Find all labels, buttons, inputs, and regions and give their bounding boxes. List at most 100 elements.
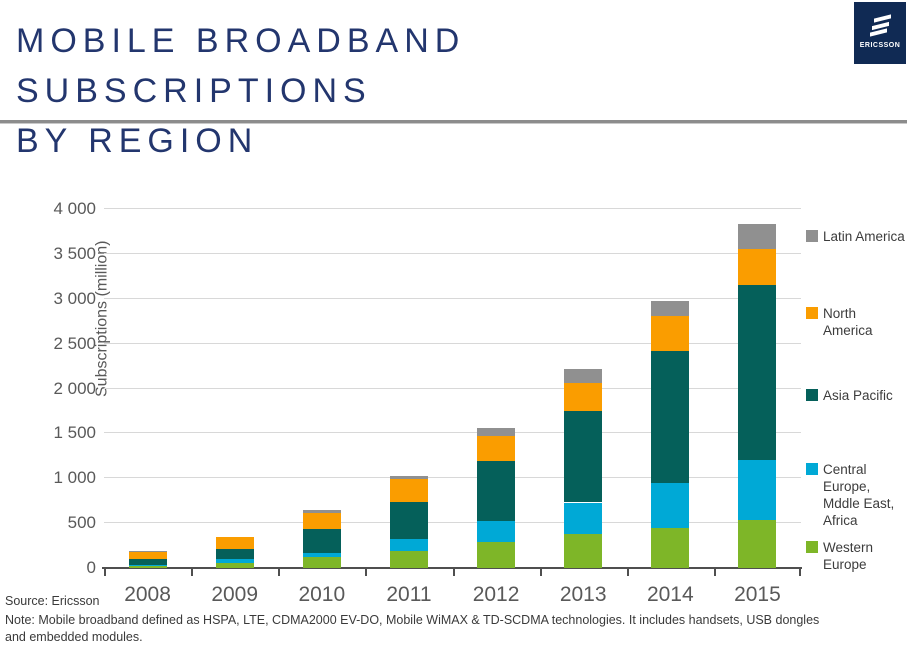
- legend-label: Central Europe, Mddle East, Africa: [823, 462, 895, 528]
- note-text: Note: Mobile broadband defined as HSPA, …: [5, 613, 820, 644]
- legend-swatch: [806, 541, 818, 553]
- bar-segment-2009-western-europe: [215, 563, 254, 568]
- bar-segment-2014-central-europe-mddle-east-africa: [651, 482, 690, 529]
- bar-segment-2010-asia-pacific: [302, 529, 341, 553]
- legend-item-north-america: North America: [806, 305, 905, 339]
- x-tick-label: 2010: [298, 583, 346, 606]
- gridline: [104, 387, 801, 389]
- bar-segment-2011-latin-america: [389, 475, 428, 480]
- bar-segment-2012-latin-america: [477, 428, 516, 437]
- chart-legend: Latin America North America Asia Pacific Ce…: [806, 210, 905, 590]
- x-tick-mark: [278, 568, 281, 576]
- bar-segment-2014-north-america: [651, 315, 690, 351]
- page-title-line1: MOBILE BROADBAND SUBSCRIPTIONS: [16, 22, 466, 110]
- bar-segment-2012-asia-pacific: [477, 461, 516, 522]
- gridline: [104, 208, 801, 209]
- page-title-line2: BY REGION: [16, 122, 259, 160]
- y-tick-label: 3 500: [53, 243, 96, 263]
- bar-segment-2015-latin-america: [738, 224, 777, 250]
- x-tick-label: 2015: [734, 583, 781, 606]
- bar-segment-2014-western-europe: [651, 528, 690, 568]
- bar-segment-2015-central-europe-mddle-east-africa: [738, 459, 777, 521]
- bar-segment-2008-north-america: [128, 550, 167, 559]
- y-tick-label: 500: [67, 513, 96, 533]
- header-divider: [0, 120, 907, 124]
- bar-segment-2008-central-europe-mddle-east-africa: [128, 564, 167, 566]
- x-tick-mark: [539, 568, 542, 576]
- bar-segment-2013-north-america: [564, 382, 603, 411]
- y-tick-label: 0: [86, 558, 96, 577]
- legend-item-western-europe: Western Europe: [806, 539, 905, 573]
- y-tick-label: 1 500: [53, 423, 96, 443]
- bar-segment-2010-western-europe: [302, 557, 341, 568]
- bar-segment-2013-western-europe: [564, 533, 603, 568]
- bar-segment-2014-latin-america: [651, 301, 690, 316]
- x-tick-mark: [365, 568, 368, 576]
- legend-label: Western Europe: [823, 540, 874, 572]
- y-tick-label: 1 000: [53, 468, 96, 488]
- bar-segment-2011-central-europe-mddle-east-africa: [389, 539, 428, 551]
- x-tick-label: 2008: [124, 583, 171, 606]
- bar-segment-2009-asia-pacific: [215, 548, 254, 559]
- y-axis-tick-labels: 0 500 1 000 1 500 2 000 2 500 3 000 3 500 4 000: [0, 199, 96, 577]
- page-title: MOBILE BROADBAND SUBSCRIPTIONS BY REGION: [16, 16, 836, 166]
- bar-segment-2009-central-europe-mddle-east-africa: [215, 558, 254, 564]
- legend-swatch: [806, 230, 818, 242]
- gridline: [104, 432, 801, 434]
- bar-segment-2013-latin-america: [564, 369, 603, 383]
- x-tick-mark: [799, 568, 801, 576]
- ericsson-logo: ERICSSON: [854, 2, 906, 64]
- bar-segment-2010-north-america: [302, 512, 341, 530]
- legend-swatch: [806, 307, 818, 319]
- bar-segment-2015-western-europe: [738, 520, 777, 568]
- bar-segment-2013-central-europe-mddle-east-africa: [564, 502, 603, 534]
- legend-item-asia-pacific: Asia Pacific: [806, 387, 905, 404]
- x-tick-mark: [104, 568, 106, 576]
- legend-swatch: [806, 389, 818, 401]
- x-tick-label: 2013: [559, 583, 607, 606]
- chart-plot-area: 2008 2009 2010 2011 2012 2013 2014 2015: [102, 208, 802, 606]
- bar-segment-2011-western-europe: [389, 550, 428, 568]
- legend-swatch: [806, 463, 818, 475]
- bar-segment-2012-western-europe: [477, 542, 516, 568]
- bar-segment-2010-central-europe-mddle-east-africa: [302, 552, 341, 558]
- bar-segment-2008-western-europe: [128, 565, 167, 568]
- bar-segment-2010-latin-america: [302, 510, 341, 513]
- gridline: [104, 477, 801, 479]
- legend-item-central-europe-mddle-east-africa: Central Europe, Mddle East, Africa: [806, 461, 905, 529]
- x-tick-mark: [191, 568, 194, 576]
- legend-label: North America: [823, 306, 873, 338]
- legend-label: Asia Pacific: [823, 388, 893, 403]
- x-tick-label: 2014: [646, 583, 694, 606]
- bar-segment-2011-asia-pacific: [389, 501, 428, 540]
- y-tick-label: 4 000: [53, 199, 96, 218]
- gridline: [104, 297, 801, 299]
- x-tick-label: 2011: [386, 583, 432, 606]
- bar-segment-2008-asia-pacific: [128, 558, 167, 565]
- bar-segment-2012-central-europe-mddle-east-africa: [477, 521, 516, 543]
- y-tick-label: 2 000: [53, 378, 96, 398]
- x-tick-mark: [626, 568, 629, 576]
- ericsson-logo-icon: [869, 14, 891, 37]
- x-tick-mark: [713, 568, 716, 576]
- source-text: Source: Ericsson: [5, 594, 100, 608]
- bar-segment-2011-north-america: [389, 479, 428, 502]
- bar-segment-2009-north-america: [215, 536, 254, 549]
- gridline: [104, 252, 801, 254]
- bar-segment-2012-north-america: [477, 436, 516, 462]
- y-tick-label: 3 000: [53, 288, 96, 308]
- y-tick-label: 2 500: [53, 333, 96, 353]
- x-tick-label: 2009: [211, 583, 259, 606]
- bar-segment-2015-asia-pacific: [738, 285, 777, 460]
- legend-label: Latin America: [823, 229, 905, 244]
- legend-item-latin-america: Latin America: [806, 228, 905, 245]
- bar-segment-2013-asia-pacific: [564, 410, 603, 503]
- x-tick-label: 2012: [472, 583, 520, 606]
- bar-segment-2014-asia-pacific: [651, 350, 690, 483]
- x-tick-mark: [452, 568, 455, 576]
- bar-segment-2015-north-america: [738, 249, 777, 286]
- gridline: [104, 342, 801, 344]
- x-axis-line: [102, 567, 802, 569]
- ericsson-logo-wordmark: ERICSSON: [859, 41, 901, 49]
